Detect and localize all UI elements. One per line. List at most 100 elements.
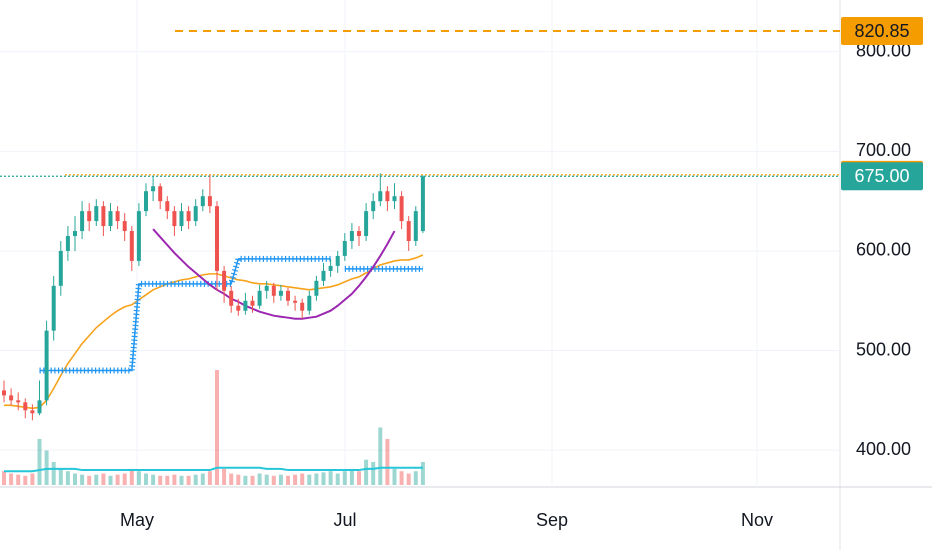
candle-body [65, 236, 70, 251]
candle-body [307, 295, 312, 311]
x-tick-label: Jul [333, 510, 356, 530]
volume-bar [342, 471, 347, 485]
candle-body [44, 330, 49, 401]
price-label-box [841, 17, 923, 46]
candle-body [129, 231, 134, 261]
ema-line [4, 254, 424, 410]
candle-body [399, 196, 404, 222]
volume-bar [371, 462, 376, 485]
volume-bar [101, 473, 106, 485]
candle-body [144, 191, 148, 212]
volume-bar [158, 475, 163, 485]
candle-body [186, 211, 191, 222]
candle-body [278, 290, 283, 296]
candle-body [94, 206, 99, 222]
volume-bar [229, 473, 234, 485]
candle-body [349, 231, 354, 242]
y-tick-label: 800.00 [856, 41, 911, 61]
volume-bar [200, 473, 205, 485]
candle-body [23, 402, 28, 411]
candle-body [264, 285, 269, 291]
volume-bar [65, 471, 70, 485]
candle-body [108, 211, 113, 227]
volume-bar [357, 471, 361, 485]
candle-body [385, 191, 390, 202]
volume-bar [385, 439, 390, 485]
volume-bar [293, 474, 298, 485]
candle-body [392, 196, 397, 202]
volume-bar [16, 474, 21, 485]
candle-body [328, 265, 333, 271]
candle-body [165, 201, 170, 212]
volume-bar [80, 474, 85, 485]
volume-bar [399, 471, 404, 485]
volume-bar [236, 474, 241, 485]
volume-bar [250, 475, 255, 485]
volume-bar [9, 473, 14, 485]
candle-body [236, 305, 241, 311]
volume-bar [286, 475, 290, 485]
candle-body [2, 390, 6, 396]
candle-body [16, 400, 21, 403]
candle-body [215, 206, 219, 271]
candle-body [300, 302, 305, 311]
candle-body [364, 211, 369, 237]
candle-body [293, 300, 298, 303]
volume-bar [151, 474, 156, 485]
candle-body [271, 285, 276, 296]
candle-body [406, 221, 411, 242]
candle-body [73, 231, 77, 237]
volume-bar [144, 473, 148, 485]
volume-bar [51, 462, 56, 485]
x-tick-label: Sep [536, 510, 568, 530]
volume-bar [186, 475, 191, 485]
level-line [39, 258, 331, 372]
volume-bar [94, 474, 99, 485]
volume-bar [165, 475, 170, 485]
volume-bar [23, 475, 28, 485]
candle-body [101, 206, 106, 227]
volume-bar [328, 471, 333, 485]
volume-bar [413, 471, 418, 485]
candle-body [222, 270, 227, 291]
volume-ma-line [4, 466, 423, 473]
candle-body [378, 191, 383, 202]
volume-bar [222, 468, 227, 485]
candle-body [321, 270, 326, 281]
volume-bar [257, 473, 262, 485]
candle-body [122, 221, 127, 232]
candle-body [413, 211, 418, 242]
candle-body [200, 196, 205, 207]
candle-body [158, 186, 163, 202]
volume-bar [392, 468, 397, 485]
cup-arc [152, 228, 396, 320]
volume-bar [58, 468, 63, 485]
volume-bar [406, 473, 411, 485]
candle-body [115, 211, 120, 222]
volume-bar [271, 475, 276, 485]
volume-bar [87, 475, 92, 485]
candle-body [87, 211, 92, 222]
volume-bar [264, 474, 269, 485]
y-tick-label: 600.00 [856, 240, 911, 260]
candle-body [151, 186, 156, 192]
volume-bar [73, 473, 77, 485]
volume-bar [2, 471, 6, 485]
candle-body [371, 201, 376, 212]
volume-bar [193, 474, 198, 485]
candle-body [357, 231, 361, 237]
price-label: 820.85 [854, 21, 909, 41]
candle-body [286, 290, 290, 301]
volume-bar [364, 459, 369, 485]
x-tick-label: May [120, 510, 154, 530]
candle-body [342, 241, 347, 256]
price-label-box [841, 162, 923, 191]
price-label: 675.00 [854, 166, 909, 186]
volume-bar [215, 370, 219, 485]
volume-bar [307, 474, 312, 485]
candle-body [229, 290, 234, 306]
candle-body [250, 300, 255, 306]
candle-body [136, 211, 141, 261]
volume-bar [335, 473, 340, 485]
